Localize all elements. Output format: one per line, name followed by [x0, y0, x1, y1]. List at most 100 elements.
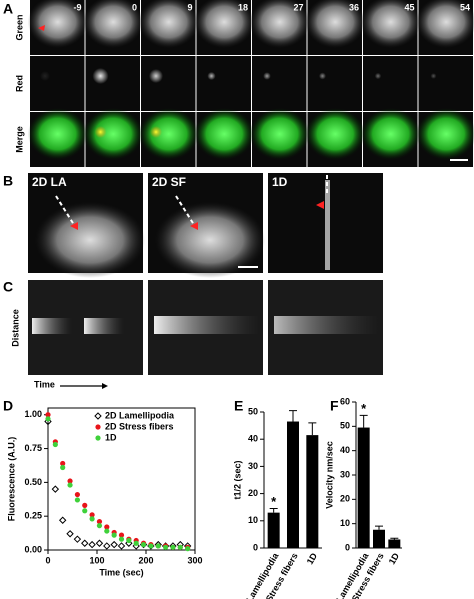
legend-marker: [95, 424, 101, 430]
cell-shape: [416, 108, 474, 160]
y-tick-label: 30: [340, 469, 350, 479]
axis-label: Distance: [10, 309, 20, 347]
data-point: [51, 485, 60, 493]
x-tick-label: 300: [187, 555, 202, 565]
bar: [267, 512, 280, 548]
legend-label: 2D Lamellipodia: [105, 410, 175, 420]
data-point: [103, 542, 111, 550]
data-point: [96, 519, 103, 525]
red-arrow: [190, 222, 198, 230]
panel-label: B: [3, 173, 13, 189]
image-cell: [418, 56, 473, 111]
image-label: 1D: [272, 175, 288, 189]
legend-label: 1D: [105, 432, 117, 442]
merge-spot: [150, 126, 162, 138]
image-cell: [307, 56, 362, 111]
cell-shape: [249, 0, 310, 48]
time-label: 0: [132, 2, 137, 12]
data-point: [74, 491, 80, 498]
data-point: [111, 532, 117, 538]
data-point: [104, 524, 110, 530]
data-point: [45, 416, 51, 422]
red-spot: [149, 69, 163, 83]
time-label: 9: [187, 2, 192, 12]
bar: [388, 539, 401, 548]
legend-marker: [94, 412, 102, 420]
panel-label: D: [3, 398, 13, 414]
error-bar: [289, 410, 297, 422]
time-label: 54: [460, 2, 470, 12]
y-axis-label: Fluorescence (A.U.): [6, 437, 16, 522]
data-point: [118, 532, 125, 538]
image-label: 2D LA: [32, 175, 67, 189]
data-point: [148, 543, 154, 549]
panel-label: C: [3, 279, 13, 295]
error-bar: [308, 422, 317, 436]
y-tick-label: 1.00: [24, 409, 42, 419]
image-cell: [363, 56, 418, 111]
arrowhead: [102, 383, 108, 389]
time-label: 27: [293, 2, 303, 12]
y-tick-label: 0: [253, 542, 258, 552]
data-point: [82, 508, 88, 514]
data-point: [67, 478, 73, 484]
red-spot: [40, 71, 50, 81]
fiber: [325, 180, 330, 270]
annotation: *: [361, 401, 367, 416]
data-point: [66, 530, 74, 538]
image-cell: [30, 56, 85, 111]
red-arrow: [38, 25, 45, 31]
cell-shape: [305, 0, 366, 48]
bar: [373, 529, 385, 548]
cell-shape: [249, 108, 310, 160]
streak: [154, 316, 259, 334]
merge-spot: [94, 126, 107, 138]
y-tick-label: 20: [340, 494, 350, 504]
annotation: *: [271, 494, 277, 509]
y-tick-label: 50: [340, 421, 350, 431]
data-point: [95, 539, 104, 547]
cell-shape: [27, 0, 88, 48]
red-arrow: [316, 201, 324, 209]
x-tick-label: 200: [138, 555, 153, 565]
red-spot: [374, 72, 382, 80]
data-point: [58, 516, 67, 524]
y-tick-label: 40: [340, 445, 350, 455]
cell-shape: [83, 0, 144, 48]
data-point: [89, 512, 95, 518]
row-label: Red: [14, 75, 24, 92]
error-bar: [375, 525, 383, 530]
y-tick-label: 10: [248, 515, 258, 525]
streak: [32, 318, 72, 334]
panel-label: F: [330, 398, 339, 414]
red-spot: [319, 72, 326, 80]
data-point: [60, 460, 66, 467]
error-bar: [359, 414, 368, 428]
y-axis-label: Velocity nm/sec: [324, 441, 334, 509]
red-spot: [207, 71, 216, 81]
data-point: [73, 535, 82, 543]
cell-shape: [305, 108, 366, 160]
time-label: 18: [238, 2, 248, 12]
red-arrow: [70, 222, 78, 230]
y-tick-label: 60: [340, 396, 350, 406]
image-cell: [85, 56, 140, 111]
x-tick-label: 1D: [387, 551, 402, 566]
x-tick-label: 100: [89, 555, 104, 565]
y-tick-label: 0: [345, 542, 350, 552]
dashed-line: [175, 195, 197, 229]
data-point: [45, 412, 51, 418]
red-spot: [92, 68, 109, 84]
bar: [306, 435, 319, 548]
x-tick-label: 0: [45, 555, 50, 565]
y-tick-label: 50: [248, 406, 258, 416]
x-tick-label: 1D: [305, 551, 320, 566]
x-axis-label: Time (sec): [99, 567, 143, 577]
error-bar: [269, 508, 278, 513]
cell-shape: [138, 0, 199, 48]
data-point: [96, 523, 103, 529]
y-tick-label: 0.75: [24, 443, 42, 453]
data-point: [104, 528, 110, 534]
data-point: [52, 441, 58, 448]
